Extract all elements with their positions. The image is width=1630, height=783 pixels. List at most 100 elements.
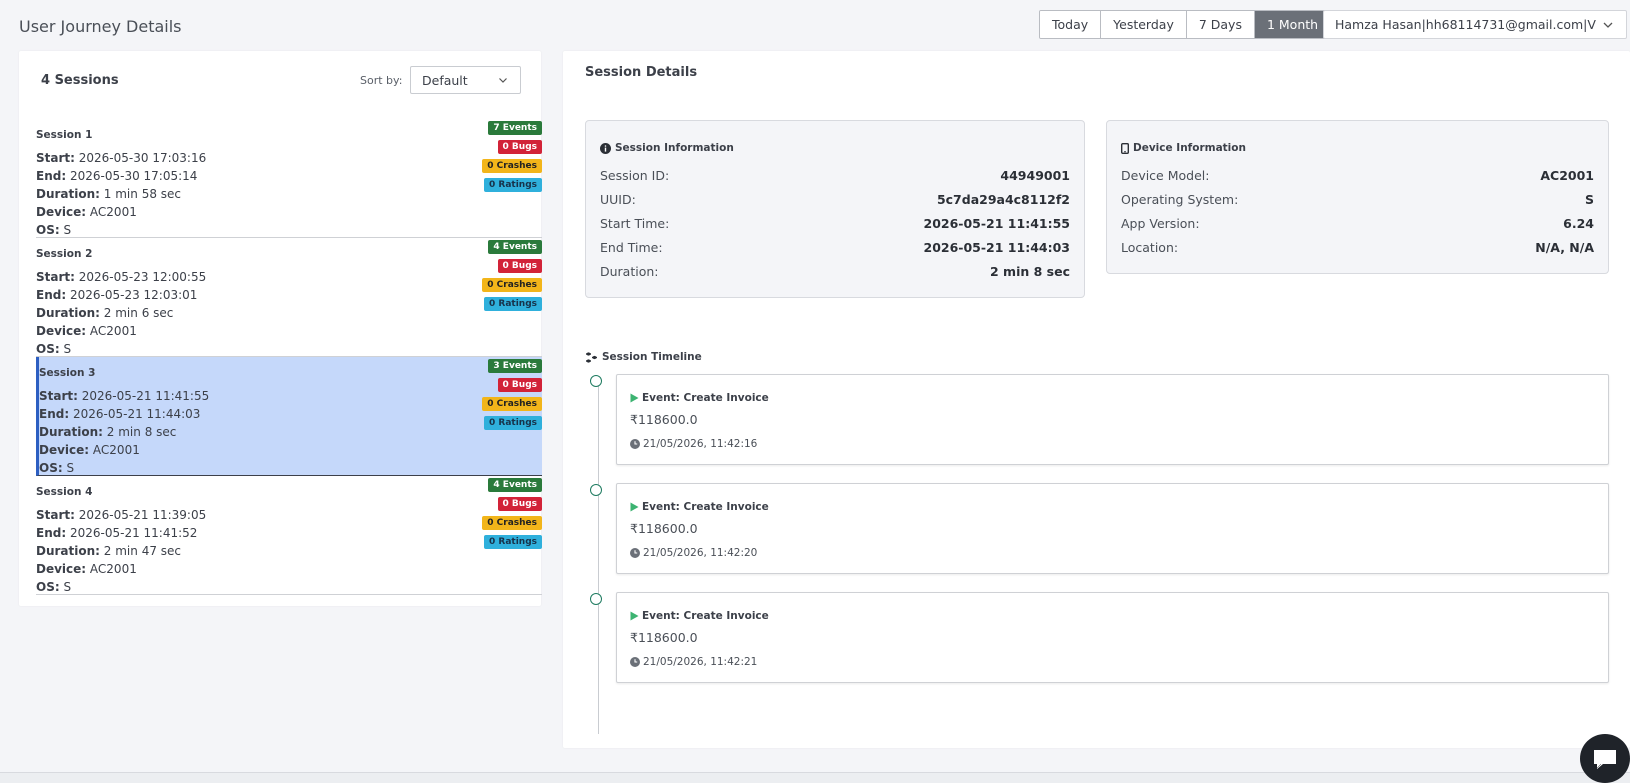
clock-icon bbox=[630, 439, 640, 449]
session-duration: Duration: 2 min 8 sec bbox=[39, 425, 177, 439]
bottom-bar bbox=[0, 772, 1630, 783]
info-icon bbox=[600, 142, 611, 154]
session-item[interactable]: Session 4 Start: 2026-05-21 11:39:05 End… bbox=[36, 476, 542, 595]
bugs-badge: 0 Bugs bbox=[497, 140, 542, 154]
timeline-event-time: 21/05/2026, 11:42:21 bbox=[630, 656, 757, 668]
device-information-heading: Device Information bbox=[1121, 142, 1246, 154]
timeline-event-card[interactable]: Event: Create Invoice ₹118600.0 21/05/20… bbox=[616, 483, 1609, 574]
range-7days-button[interactable]: 7 Days bbox=[1186, 11, 1255, 38]
session-os: OS: S bbox=[36, 342, 72, 356]
session-start: Start: 2026-05-21 11:39:05 bbox=[36, 508, 207, 522]
timeline-event-time: 21/05/2026, 11:42:20 bbox=[630, 547, 757, 559]
timeline-item: Event: Create Invoice ₹118600.0 21/05/20… bbox=[590, 483, 1609, 574]
chat-icon bbox=[1594, 749, 1616, 769]
timeline-event-name: Event: Create Invoice bbox=[630, 392, 769, 404]
play-icon bbox=[630, 393, 639, 403]
info-row-location: Location: N/A, N/A bbox=[1121, 240, 1594, 255]
session-information-box: Session Information Session ID: 44949001 … bbox=[585, 120, 1085, 298]
session-details-title: Session Details bbox=[585, 65, 698, 80]
bugs-badge: 0 Bugs bbox=[497, 497, 542, 511]
session-duration: Duration: 2 min 6 sec bbox=[36, 306, 174, 320]
events-badge: 7 Events bbox=[488, 121, 542, 135]
events-badge: 4 Events bbox=[488, 240, 542, 254]
timeline-event-amount: ₹118600.0 bbox=[630, 630, 698, 645]
device-information-box: Device Information Device Model: AC2001 O… bbox=[1106, 120, 1609, 274]
bugs-badge: 0 Bugs bbox=[497, 259, 542, 273]
timeline-event-time: 21/05/2026, 11:42:16 bbox=[630, 438, 757, 450]
session-duration: Duration: 1 min 58 sec bbox=[36, 187, 182, 201]
chevron-down-icon bbox=[1603, 22, 1613, 28]
ratings-badge: 0 Ratings bbox=[484, 178, 542, 192]
timeline-event-amount: ₹118600.0 bbox=[630, 521, 698, 536]
session-os: OS: S bbox=[39, 461, 75, 475]
session-os: OS: S bbox=[36, 223, 72, 237]
session-list: Session 1 Start: 2026-05-30 17:03:16 End… bbox=[36, 119, 542, 595]
timeline-dot bbox=[590, 484, 602, 496]
sort-label: Sort by: bbox=[360, 74, 403, 87]
crashes-badge: 0 Crashes bbox=[482, 397, 542, 411]
info-row-device-model: Device Model: AC2001 bbox=[1121, 168, 1594, 183]
events-badge: 3 Events bbox=[488, 359, 542, 373]
crashes-badge: 0 Crashes bbox=[482, 278, 542, 292]
range-yesterday-button[interactable]: Yesterday bbox=[1101, 11, 1187, 38]
session-timeline-heading: Session Timeline bbox=[585, 351, 702, 363]
timeline-dot bbox=[590, 375, 602, 387]
crashes-badge: 0 Crashes bbox=[482, 516, 542, 530]
session-device: Device: AC2001 bbox=[39, 443, 140, 457]
page-title: User Journey Details bbox=[19, 17, 182, 36]
timeline-item: Event: Create Invoice ₹118600.0 21/05/20… bbox=[590, 592, 1609, 683]
info-row-os: Operating System: S bbox=[1121, 192, 1594, 207]
user-select[interactable]: Hamza Hasan|hh68114731@gmail.com|V1E bbox=[1323, 10, 1627, 39]
info-row-duration: Duration: 2 min 8 sec bbox=[600, 264, 1070, 279]
session-end: End: 2026-05-23 12:03:01 bbox=[36, 288, 198, 302]
play-icon bbox=[630, 611, 639, 621]
ratings-badge: 0 Ratings bbox=[484, 535, 542, 549]
chat-button[interactable] bbox=[1580, 734, 1630, 783]
timeline-event-name: Event: Create Invoice bbox=[630, 610, 769, 622]
session-device: Device: AC2001 bbox=[36, 562, 137, 576]
ratings-badge: 0 Ratings bbox=[484, 297, 542, 311]
sessions-panel: 4 Sessions Sort by: Default Session 1 St… bbox=[19, 51, 542, 606]
session-end: End: 2026-05-21 11:41:52 bbox=[36, 526, 198, 540]
session-start: Start: 2026-05-30 17:03:16 bbox=[36, 151, 207, 165]
clock-icon bbox=[630, 548, 640, 558]
info-row-uuid: UUID: 5c7da29a4c8112f2 bbox=[600, 192, 1070, 207]
range-today-button[interactable]: Today bbox=[1040, 11, 1102, 38]
timeline-event-name: Event: Create Invoice bbox=[630, 501, 769, 513]
crashes-badge: 0 Crashes bbox=[482, 159, 542, 173]
session-start: Start: 2026-05-21 11:41:55 bbox=[39, 389, 210, 403]
session-end: End: 2026-05-21 11:44:03 bbox=[39, 407, 201, 421]
session-title: Session 1 bbox=[36, 129, 93, 141]
session-title: Session 4 bbox=[36, 486, 93, 498]
ratings-badge: 0 Ratings bbox=[484, 416, 542, 430]
date-range-group: Today Yesterday 7 Days 1 Month bbox=[1039, 10, 1332, 39]
bugs-badge: 0 Bugs bbox=[497, 378, 542, 392]
chevron-down-icon bbox=[499, 78, 507, 83]
timeline-line bbox=[598, 378, 599, 734]
range-1month-button[interactable]: 1 Month bbox=[1254, 11, 1331, 38]
session-item[interactable]: Session 1 Start: 2026-05-30 17:03:16 End… bbox=[36, 119, 542, 238]
phone-icon bbox=[1121, 142, 1129, 154]
timeline-item: Event: Create Invoice ₹118600.0 21/05/20… bbox=[590, 374, 1609, 465]
info-row-start-time: Start Time: 2026-05-21 11:41:55 bbox=[600, 216, 1070, 231]
timeline-event-card[interactable]: Event: Create Invoice ₹118600.0 21/05/20… bbox=[616, 374, 1609, 465]
sort-select[interactable]: Default bbox=[410, 66, 521, 94]
sessions-count: 4 Sessions bbox=[41, 73, 119, 88]
timeline-icon bbox=[586, 351, 597, 363]
timeline-event-card[interactable]: Event: Create Invoice ₹118600.0 21/05/20… bbox=[616, 592, 1609, 683]
timeline-event-amount: ₹118600.0 bbox=[630, 412, 698, 427]
play-icon bbox=[630, 502, 639, 512]
session-duration: Duration: 2 min 47 sec bbox=[36, 544, 182, 558]
session-start: Start: 2026-05-23 12:00:55 bbox=[36, 270, 207, 284]
session-item-selected[interactable]: Session 3 Start: 2026-05-21 11:41:55 End… bbox=[36, 357, 542, 476]
session-item[interactable]: Session 2 Start: 2026-05-23 12:00:55 End… bbox=[36, 238, 542, 357]
user-select-value: Hamza Hasan|hh68114731@gmail.com|V1E bbox=[1335, 17, 1597, 32]
session-details-panel: Session Details Session Information Sess… bbox=[563, 51, 1630, 748]
timeline-dot bbox=[590, 593, 602, 605]
session-title: Session 2 bbox=[36, 248, 93, 260]
session-device: Device: AC2001 bbox=[36, 324, 137, 338]
session-information-heading: Session Information bbox=[600, 142, 734, 154]
events-badge: 4 Events bbox=[488, 478, 542, 492]
info-row-app-version: App Version: 6.24 bbox=[1121, 216, 1594, 231]
session-device: Device: AC2001 bbox=[36, 205, 137, 219]
